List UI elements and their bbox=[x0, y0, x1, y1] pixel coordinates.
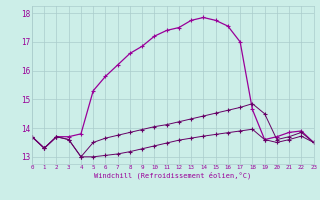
X-axis label: Windchill (Refroidissement éolien,°C): Windchill (Refroidissement éolien,°C) bbox=[94, 172, 252, 179]
